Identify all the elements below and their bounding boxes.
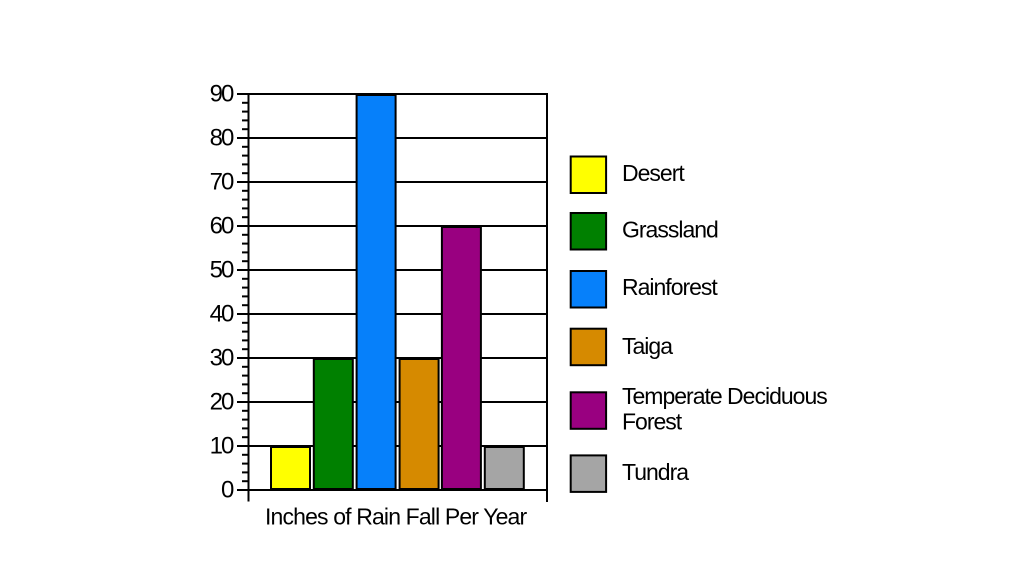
svg-text:30: 30 [210,344,234,371]
svg-text:0: 0 [221,476,234,503]
svg-text:70: 70 [210,168,234,195]
svg-text:50: 50 [210,256,234,283]
svg-text:80: 80 [210,124,234,151]
svg-text:Inches of Rain Fall Per Year: Inches of Rain Fall Per Year [265,504,527,530]
svg-text:60: 60 [210,212,234,239]
svg-text:20: 20 [210,388,234,415]
svg-text:10: 10 [210,432,234,459]
svg-text:Tundra: Tundra [622,459,689,485]
svg-text:90: 90 [210,80,234,107]
svg-text:Temperate Deciduous: Temperate Deciduous [622,383,827,409]
svg-text:Forest: Forest [622,409,683,435]
svg-text:Grassland: Grassland [622,217,718,243]
svg-text:40: 40 [210,300,234,327]
svg-text:Desert: Desert [622,160,685,186]
svg-text:Taiga: Taiga [622,333,673,359]
svg-text:Rainforest: Rainforest [622,274,718,300]
